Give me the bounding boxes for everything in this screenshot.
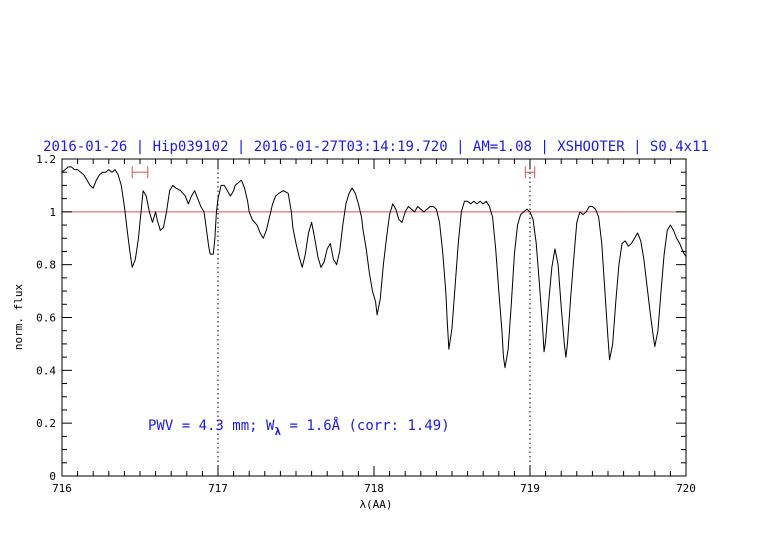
y-axis-label: norm. flux [12,284,25,351]
y-tick-label: 0.4 [36,364,56,377]
pwv-annotation: PWV = 4.3 mm; Wλ = 1.6Å (corr: 1.49) [148,417,450,438]
spectrum-series-line [61,166,687,369]
x-tick-label: 718 [364,482,384,495]
x-tick-label: 717 [208,482,228,495]
annotation-prefix: PWV = 4.3 mm; W [148,418,275,434]
x-tick-label: 716 [52,482,72,495]
y-tick-label: 0.8 [36,259,56,272]
annotation-subscript: λ [274,425,281,438]
x-tick-label: 719 [520,482,540,495]
annotation-suffix: = 1.6Å (corr: 1.49) [281,417,450,434]
plot-area: 716 717 718 719 720 0 0.2 0.4 0.6 0.8 1 1.2 [36,153,696,495]
x-axis-label: λ(AA) [359,498,392,511]
y-tick-label: 0 [49,470,56,483]
y-tick-label: 0.6 [36,312,56,325]
x-tick-label: 720 [676,482,696,495]
y-tick-label: 1 [49,206,56,219]
chart-title: 2016-01-26 | Hip039102 | 2016-01-27T03:1… [43,139,709,155]
y-tick-label: 0.2 [36,417,56,430]
y-tick-label: 1.2 [36,153,56,166]
